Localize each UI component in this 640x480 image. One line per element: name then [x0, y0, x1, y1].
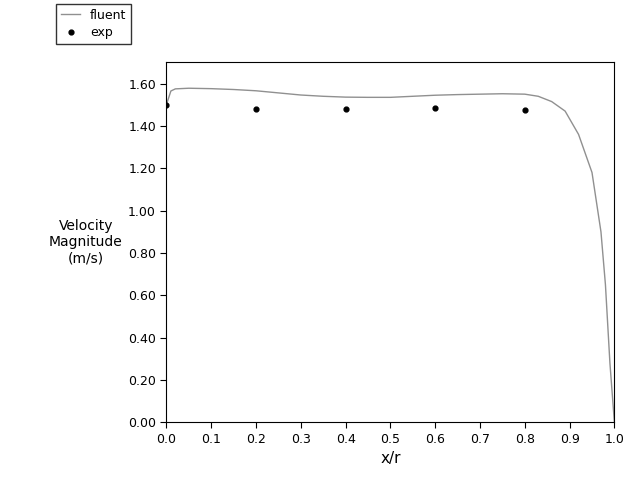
- X-axis label: x/r: x/r: [380, 451, 401, 467]
- fluent: [207, 86, 215, 92]
- fluent: [606, 360, 614, 366]
- fluent: [319, 94, 327, 99]
- fluent: [185, 85, 193, 91]
- fluent: [275, 90, 282, 96]
- fluent: [230, 86, 237, 92]
- fluent: [588, 169, 596, 175]
- exp: [340, 105, 351, 113]
- fluent: [602, 282, 609, 288]
- fluent: [431, 92, 439, 98]
- fluent: [499, 91, 506, 96]
- fluent: [548, 99, 556, 105]
- fluent: [575, 132, 582, 137]
- fluent: [172, 86, 179, 92]
- fluent: [597, 229, 605, 235]
- exp: [161, 101, 172, 108]
- fluent: [297, 92, 305, 98]
- Legend: fluent, exp: fluent, exp: [56, 4, 131, 44]
- exp: [520, 106, 530, 114]
- fluent: [342, 94, 349, 100]
- Line: fluent: fluent: [166, 88, 614, 422]
- fluent: [534, 94, 542, 99]
- fluent: [454, 92, 461, 97]
- fluent: [561, 108, 569, 114]
- fluent: [167, 88, 175, 94]
- fluent: [611, 420, 618, 425]
- exp: [251, 105, 261, 113]
- fluent: [521, 91, 529, 97]
- fluent: [163, 102, 170, 108]
- exp: [430, 104, 440, 112]
- fluent: [409, 94, 417, 99]
- Y-axis label: Velocity
Magnitude
(m/s): Velocity Magnitude (m/s): [49, 219, 123, 265]
- fluent: [252, 88, 260, 94]
- fluent: [364, 95, 372, 100]
- fluent: [476, 91, 484, 97]
- fluent: [387, 95, 394, 100]
